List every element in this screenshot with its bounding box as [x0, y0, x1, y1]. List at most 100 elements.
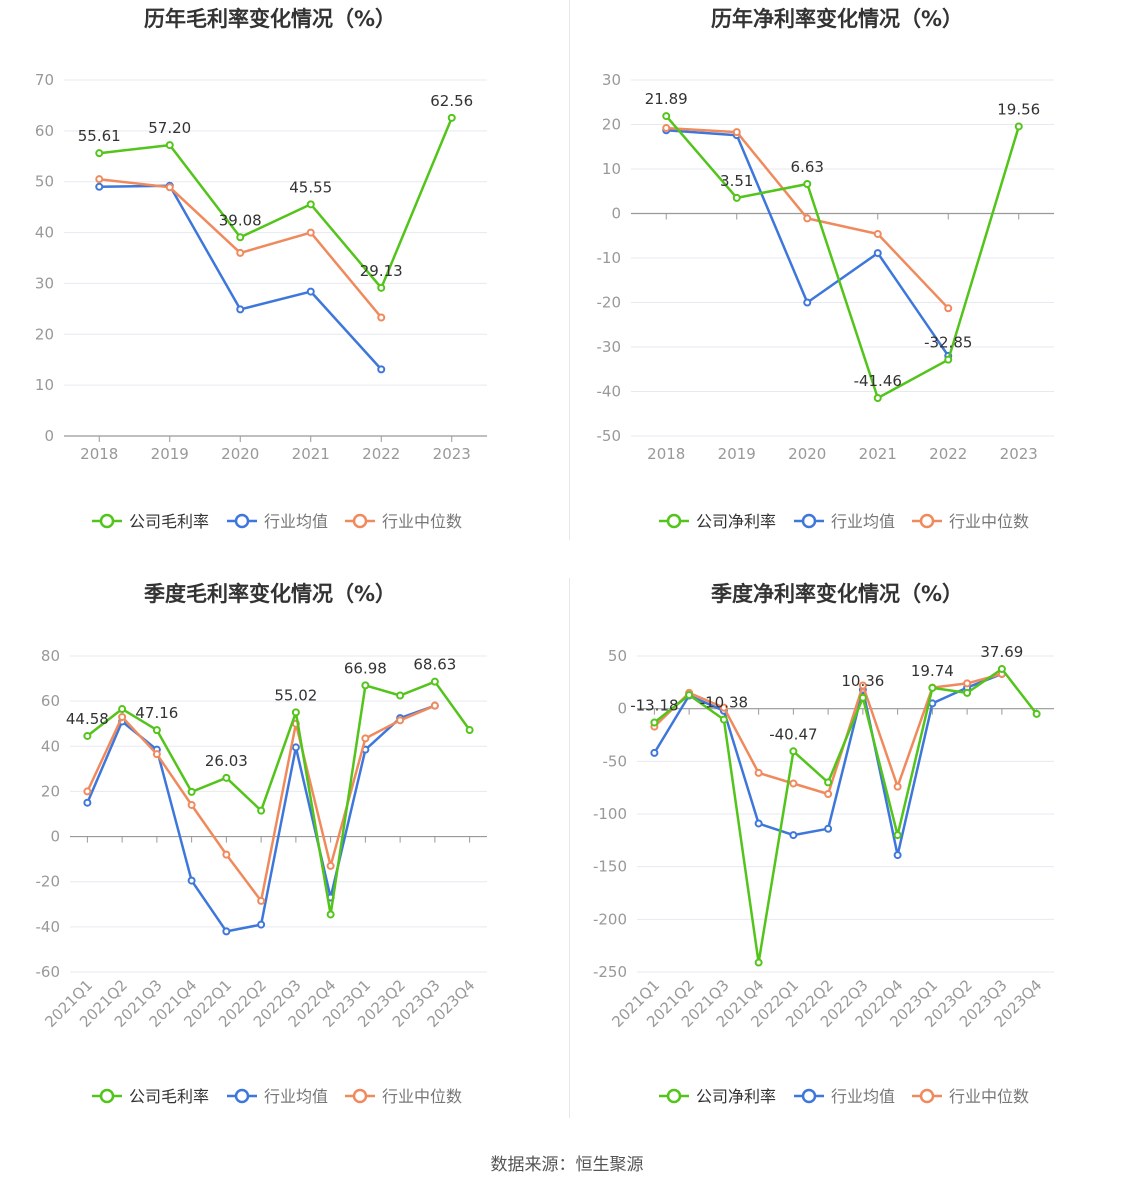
- legend-marker: [801, 1088, 817, 1104]
- y-tick-label: 40: [41, 737, 60, 755]
- x-tick-label: 2019: [718, 445, 756, 463]
- data-point: [152, 750, 161, 759]
- legend-label: 行业中位数: [382, 512, 462, 531]
- data-point: [236, 305, 245, 314]
- y-tick-label: 0: [50, 828, 60, 846]
- data-point: [236, 233, 245, 242]
- legend-marker: [919, 1088, 935, 1104]
- data-point: [754, 958, 763, 967]
- data-point: [944, 304, 953, 313]
- legend-label: 行业中位数: [382, 1087, 462, 1106]
- data-point: [754, 819, 763, 828]
- data-point: [893, 782, 902, 791]
- data-point: [873, 229, 882, 238]
- data-point: [396, 691, 405, 700]
- y-tick-label: -10: [597, 249, 622, 267]
- data-point: [187, 800, 196, 809]
- y-tick-label: -60: [36, 963, 61, 981]
- y-tick-label: 40: [35, 224, 54, 242]
- legend-marker: [666, 513, 682, 529]
- y-tick-label: 50: [608, 647, 627, 665]
- data-label: 6.63: [791, 158, 824, 176]
- chart-panel-quarterly-gross-margin: 季度毛利率变化情况（%） -60 -40 -20 0 20 40 60 80 2021Q1 2021…: [0, 575, 567, 1150]
- x-tick-label: 2023: [433, 445, 471, 463]
- legend-marker: [234, 513, 250, 529]
- x-tick-label: 2023: [1000, 445, 1038, 463]
- x-tick-label: 2018: [80, 445, 118, 463]
- data-point: [396, 716, 405, 725]
- legend-label: 行业均值: [264, 512, 328, 531]
- y-tick-label: 10: [35, 376, 54, 394]
- y-tick-label: -30: [597, 338, 622, 356]
- data-point: [824, 778, 833, 787]
- data-point: [257, 920, 266, 929]
- data-label: -32.85: [924, 334, 972, 352]
- data-point: [662, 112, 671, 121]
- panel-divider-bottom: [569, 578, 570, 1118]
- y-tick-label: 0: [611, 205, 621, 223]
- legend-label: 行业中位数: [949, 1087, 1029, 1106]
- data-point: [928, 683, 937, 692]
- data-point: [377, 365, 386, 374]
- data-point: [650, 718, 659, 727]
- data-label: 37.69: [980, 643, 1023, 661]
- data-point: [650, 748, 659, 757]
- data-label: -13.18: [630, 697, 678, 715]
- data-point: [719, 715, 728, 724]
- x-tick-label: 2019: [151, 445, 189, 463]
- series-line: [665, 115, 1020, 400]
- chart-panel-annual-gross-margin: 历年毛利率变化情况（%） 0 10 20 30 40 50 60 70 2018 2019 2020 2…: [0, 0, 567, 575]
- y-tick-label: -200: [593, 910, 627, 928]
- data-point: [361, 681, 370, 690]
- data-point: [306, 200, 315, 209]
- x-tick-label: 2021: [859, 445, 897, 463]
- data-point: [858, 693, 867, 702]
- chart-panel-quarterly-net-margin: 季度净利率变化情况（%） -250 -200 -150 -100 -50 0 50 2021Q1…: [567, 575, 1134, 1150]
- data-point: [430, 677, 439, 686]
- x-tick-label: 2018: [647, 445, 685, 463]
- legend-marker: [234, 1088, 250, 1104]
- data-label: 57.20: [148, 119, 191, 137]
- y-tick-label: 30: [35, 274, 54, 292]
- y-tick-label: 80: [41, 647, 60, 665]
- y-tick-label: 20: [41, 782, 60, 800]
- data-label: 44.58: [66, 710, 109, 728]
- legend-marker: [801, 513, 817, 529]
- data-point: [187, 876, 196, 885]
- data-source-label: 数据来源：恒生聚源: [490, 1155, 644, 1175]
- y-tick-label: 60: [35, 122, 54, 140]
- chart-panel-annual-net-margin: 历年净利率变化情况（%） -50 -40 -30 -20 -10 0 10 20 30 2018 20…: [567, 0, 1134, 575]
- x-tick-label: 2022: [929, 445, 967, 463]
- data-point: [291, 708, 300, 717]
- chart-title: 季度毛利率变化情况（%）: [144, 582, 396, 606]
- y-tick-label: 70: [35, 71, 54, 89]
- y-tick-label: -20: [597, 294, 622, 312]
- data-point: [873, 393, 882, 402]
- data-point: [187, 787, 196, 796]
- legend-label: 行业中位数: [949, 512, 1029, 531]
- data-point: [465, 726, 474, 735]
- y-tick-label: -50: [597, 427, 622, 445]
- legend-label: 行业均值: [264, 1087, 328, 1106]
- data-label: 3.51: [720, 172, 753, 190]
- data-point: [789, 831, 798, 840]
- y-tick-label: -250: [593, 963, 627, 981]
- data-point: [83, 798, 92, 807]
- legend-label: 行业均值: [831, 512, 895, 531]
- data-point: [361, 734, 370, 743]
- series-line: [86, 680, 471, 916]
- data-label: -40.47: [769, 725, 817, 743]
- data-point: [789, 779, 798, 788]
- data-point: [326, 861, 335, 870]
- data-point: [377, 313, 386, 322]
- legend-label: 公司毛利率: [129, 512, 209, 531]
- y-tick-label: -100: [593, 805, 627, 823]
- y-tick-label: 30: [602, 71, 621, 89]
- series-line: [99, 177, 383, 319]
- data-point: [291, 743, 300, 752]
- data-point: [257, 806, 266, 815]
- data-point: [685, 690, 694, 699]
- data-label: 66.98: [344, 659, 387, 677]
- data-label: 26.03: [205, 752, 248, 770]
- y-tick-label: -40: [36, 918, 61, 936]
